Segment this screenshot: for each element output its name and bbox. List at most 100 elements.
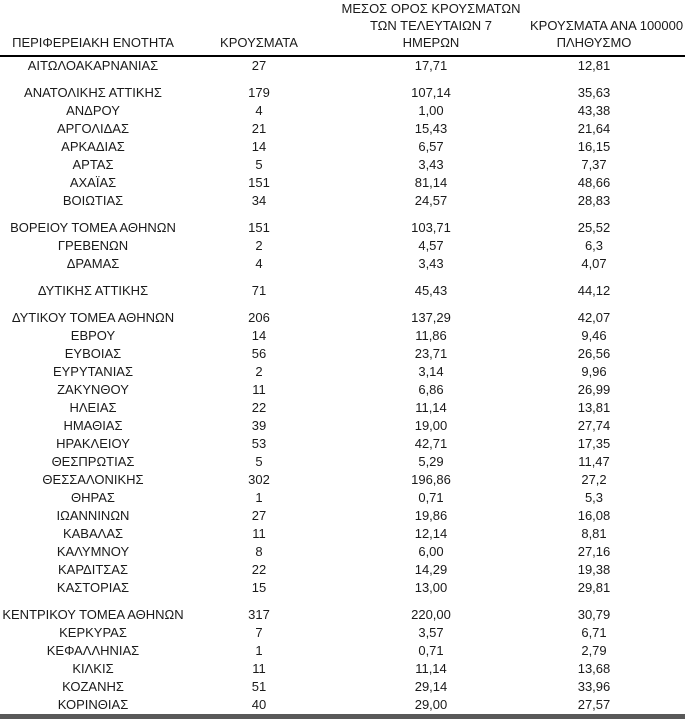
region-cell: ΚΑΡΔΙΤΣΑΣ (57, 562, 129, 577)
region-cell: ΚΕΡΚΥΡΑΣ (59, 625, 127, 640)
avg7days-cell: 29,00 (414, 697, 448, 712)
region-cell: ΚΕΝΤΡΙΚΟΥ ΤΟΜΕΑ ΑΘΗΝΩΝ (2, 607, 184, 622)
avg7days-cell: 0,71 (418, 643, 444, 658)
per100k-cell: 29,81 (577, 580, 611, 595)
group-gap-cell (0, 75, 685, 84)
table-row: ΚΑΡΔΙΤΣΑΣ 22 14,29 19,38 (0, 561, 685, 579)
table-row: ΚΑΣΤΟΡΙΑΣ 15 13,00 29,81 (0, 579, 685, 597)
col-header-cases-label: ΚΡΟΥΣΜΑΤΑ (220, 35, 298, 50)
region-cell: ΚΟΡΙΝΘΙΑΣ (57, 697, 129, 712)
per100k-cell: 9,46 (581, 328, 607, 343)
avg7days-cell: 29,14 (414, 679, 448, 694)
table-row: ΚΟΡΙΝΘΙΑΣ 40 29,00 27,57 (0, 696, 685, 714)
avg7days-cell: 6,86 (418, 382, 444, 397)
table-row: ΕΥΡΥΤΑΝΙΑΣ 2 3,14 9,96 (0, 363, 685, 381)
avg7days-cell: 19,00 (414, 418, 448, 433)
cases-cell: 151 (248, 220, 270, 235)
avg7days-cell: 14,29 (414, 562, 448, 577)
region-cell: ΑΝΔΡΟΥ (66, 103, 120, 118)
per100k-cell: 27,2 (581, 472, 607, 487)
table-row: ΗΜΑΘΙΑΣ 39 19,00 27,74 (0, 417, 685, 435)
region-cell: ΑΝΑΤΟΛΙΚΗΣ ΑΤΤΙΚΗΣ (24, 85, 162, 100)
region-cell: ΚΑΣΤΟΡΙΑΣ (56, 580, 130, 595)
table-row: ΔΥΤΙΚΟΥ ΤΟΜΕΑ ΑΘΗΝΩΝ 206 137,29 42,07 (0, 309, 685, 327)
per100k-cell: 13,68 (577, 661, 611, 676)
table-row: ΘΗΡΑΣ 1 0,71 5,3 (0, 489, 685, 507)
per100k-cell: 9,96 (581, 364, 607, 379)
avg7days-cell: 3,57 (418, 625, 444, 640)
avg7days-cell: 17,71 (414, 58, 448, 73)
cases-cell: 317 (248, 607, 270, 622)
cases-cell: 5 (255, 157, 263, 172)
avg7days-cell: 107,14 (411, 85, 451, 100)
table-row: ΚΙΛΚΙΣ 11 11,14 13,68 (0, 660, 685, 678)
col-header-region: ΠΕΡΙΦΕΡΕΙΑΚΗ ΕΝΟΤΗΤΑ (0, 0, 186, 57)
table-body: ΑΙΤΩΛΟΑΚΑΡΝΑΝΙΑΣ 27 17,71 12,81 ΑΝΑΤΟΛΙΚΗΣ Α… (0, 56, 685, 714)
cases-cell: 8 (255, 544, 263, 559)
group-gap-row (0, 273, 685, 282)
per100k-cell: 5,3 (584, 490, 604, 505)
avg7days-cell: 137,29 (411, 310, 451, 325)
avg7days-cell: 103,71 (411, 220, 451, 235)
per100k-cell: 35,63 (577, 85, 611, 100)
region-cell: ΓΡΕΒΕΝΩΝ (57, 238, 129, 253)
table-row: ΙΩΑΝΝΙΝΩΝ 27 19,86 16,08 (0, 507, 685, 525)
per100k-cell: 13,81 (577, 400, 611, 415)
avg7days-cell: 4,57 (418, 238, 444, 253)
region-cell: ΗΜΑΘΙΑΣ (63, 418, 123, 433)
table-row: ΚΕΦΑΛΛΗΝΙΑΣ 1 0,71 2,79 (0, 642, 685, 660)
avg7days-cell: 19,86 (414, 508, 448, 523)
per100k-cell: 4,07 (581, 256, 607, 271)
table-row: ΕΥΒΟΙΑΣ 56 23,71 26,56 (0, 345, 685, 363)
col-header-per100k-line1: ΚΡΟΥΣΜΑΤΑ ΑΝΑ 100000 (530, 18, 684, 33)
per100k-cell: 12,81 (577, 58, 611, 73)
per100k-cell: 19,38 (577, 562, 611, 577)
col-header-avg7days-line3: ΗΜΕΡΩΝ (402, 35, 460, 50)
region-cell: ΑΙΤΩΛΟΑΚΑΡΝΑΝΙΑΣ (27, 58, 159, 73)
region-cell: ΔΡΑΜΑΣ (66, 256, 120, 271)
per100k-cell: 7,37 (581, 157, 607, 172)
group-gap-row (0, 75, 685, 84)
per100k-cell: 27,57 (577, 697, 611, 712)
per100k-cell: 44,12 (577, 283, 611, 298)
per100k-cell: 28,83 (577, 193, 611, 208)
table-row: ΗΛΕΙΑΣ 22 11,14 13,81 (0, 399, 685, 417)
table-header-row: ΠΕΡΙΦΕΡΕΙΑΚΗ ΕΝΟΤΗΤΑ ΚΡΟΥΣΜΑΤΑ ΜΕΣΟΣ ΟΡΟ… (0, 0, 685, 57)
cases-cell: 56 (251, 346, 267, 361)
avg7days-cell: 23,71 (414, 346, 448, 361)
table-row: ΒΟΡΕΙΟΥ ΤΟΜΕΑ ΑΘΗΝΩΝ 151 103,71 25,52 (0, 219, 685, 237)
per100k-cell: 11,47 (578, 454, 610, 469)
cases-cell: 39 (251, 418, 267, 433)
region-cell: ΕΥΒΟΙΑΣ (64, 346, 122, 361)
region-cell: ΚΑΛΥΜΝΟΥ (56, 544, 130, 559)
table-row: ΑΡΓΟΛΙΔΑΣ 21 15,43 21,64 (0, 120, 685, 138)
cases-cell: 4 (255, 256, 263, 271)
per100k-cell: 6,71 (581, 625, 607, 640)
group-gap-cell (0, 300, 685, 309)
table-row: ΑΙΤΩΛΟΑΚΑΡΝΑΝΙΑΣ 27 17,71 12,81 (0, 56, 685, 75)
avg7days-cell: 45,43 (414, 283, 448, 298)
table-row: ΑΧΑΪΑΣ 151 81,14 48,66 (0, 174, 685, 192)
table-row: ΖΑΚΥΝΘΟΥ 11 6,86 26,99 (0, 381, 685, 399)
table-row: ΑΡΚΑΔΙΑΣ 14 6,57 16,15 (0, 138, 685, 156)
avg7days-cell: 81,14 (414, 175, 448, 190)
cases-cell: 14 (251, 328, 267, 343)
cases-cell: 5 (255, 454, 263, 469)
per100k-cell: 21,64 (577, 121, 611, 136)
region-cell: ΔΥΤΙΚΗΣ ΑΤΤΙΚΗΣ (37, 283, 149, 298)
group-gap-row (0, 597, 685, 606)
cases-cell: 27 (251, 508, 267, 523)
cases-cell: 151 (248, 175, 270, 190)
avg7days-cell: 6,00 (418, 544, 444, 559)
region-cell: ΒΟΡΕΙΟΥ ΤΟΜΕΑ ΑΘΗΝΩΝ (10, 220, 176, 235)
per100k-cell: 27,16 (577, 544, 611, 559)
region-cell: ΚΟΖΑΝΗΣ (62, 679, 124, 694)
col-header-region-label: ΠΕΡΙΦΕΡΕΙΑΚΗ ΕΝΟΤΗΤΑ (12, 35, 174, 50)
cases-cell: 4 (255, 103, 263, 118)
region-cell: ΒΟΙΩΤΙΑΣ (62, 193, 124, 208)
region-cell: ΕΥΡΥΤΑΝΙΑΣ (52, 364, 134, 379)
col-header-per100k: ΚΡΟΥΣΜΑΤΑ ΑΝΑ 100000 ΠΛΗΘΥΣΜΟ (530, 0, 685, 57)
avg7days-cell: 6,57 (418, 139, 444, 154)
per100k-cell: 26,56 (577, 346, 611, 361)
